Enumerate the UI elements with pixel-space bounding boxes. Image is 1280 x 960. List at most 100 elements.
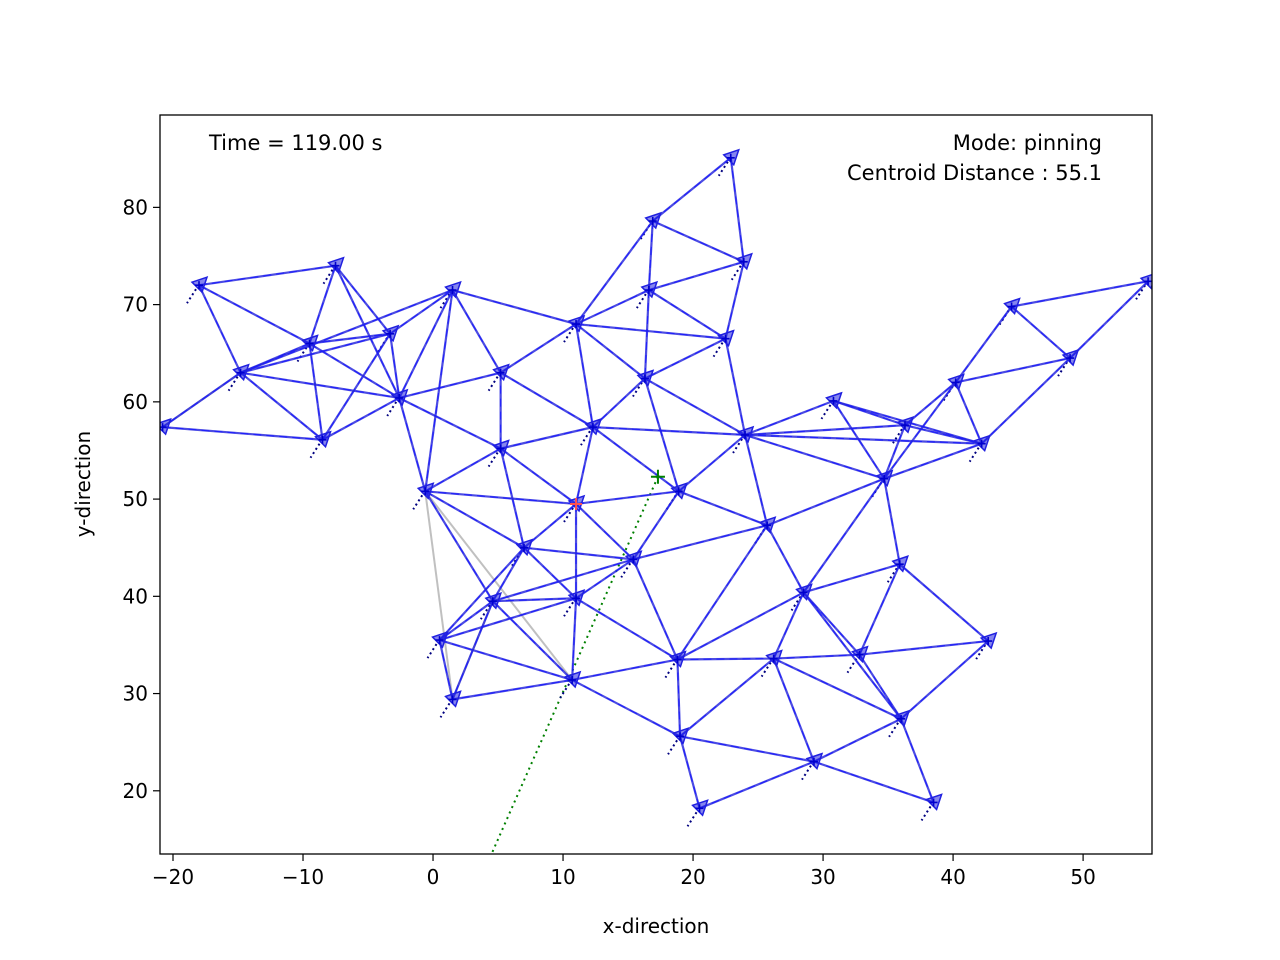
network-edge-dash xyxy=(439,547,525,641)
agent-center xyxy=(763,521,772,530)
agent-center xyxy=(435,636,444,645)
network-edge-dash xyxy=(899,563,989,642)
network-edge-dash xyxy=(424,289,454,492)
network-edge-dash xyxy=(439,639,573,681)
agent-center xyxy=(726,153,735,162)
agent-center xyxy=(195,281,204,290)
agent-center xyxy=(572,320,581,329)
network-edge-dash xyxy=(492,597,577,602)
agent-center xyxy=(984,637,993,646)
network-edge-dash xyxy=(955,382,983,444)
network-edge-dash xyxy=(424,490,525,549)
network-edge-dash xyxy=(883,425,906,479)
network-edge-dash xyxy=(981,357,1071,445)
network-edge-dash xyxy=(644,338,726,379)
network-edge-dash xyxy=(492,558,634,602)
agent-center xyxy=(520,543,529,552)
x-tick-label: 20 xyxy=(680,865,705,889)
network-edge-dash xyxy=(744,434,768,526)
network-edge-dash xyxy=(240,289,453,374)
agent-center xyxy=(674,487,683,496)
network-edge-dash xyxy=(652,220,744,263)
x-tick-label: 0 xyxy=(427,865,440,889)
agent-center xyxy=(421,487,430,496)
network-edge-dash xyxy=(572,659,678,681)
agent-center xyxy=(676,732,685,741)
agent-center xyxy=(488,597,497,606)
network-edge-dash xyxy=(744,434,885,480)
network-edge xyxy=(676,659,682,737)
agent-center xyxy=(673,655,682,664)
network-edge-dash xyxy=(452,289,502,373)
network-edge-dash xyxy=(773,658,902,720)
network-edge-dash xyxy=(439,600,494,641)
agent-center xyxy=(695,804,704,813)
network-edge-dash xyxy=(678,434,746,492)
network-edge-dash xyxy=(492,547,525,602)
network-edge-dash xyxy=(632,491,680,560)
x-axis-label: x-direction xyxy=(603,914,710,938)
network-edge-dash xyxy=(725,261,745,339)
axes-frame xyxy=(159,114,1153,855)
agent-center xyxy=(951,378,960,387)
agent-center xyxy=(769,654,778,663)
x-tick-label: 30 xyxy=(810,865,835,889)
network-edge-dash xyxy=(500,426,594,450)
network-edge-dash xyxy=(162,426,323,441)
network-edge-dash xyxy=(813,718,902,763)
network-edge-dash xyxy=(679,658,774,737)
y-tick-label: 40 xyxy=(123,584,148,608)
agent-center xyxy=(1144,277,1152,286)
mode-annotation: Mode: pinning xyxy=(953,131,1102,155)
network-edge-dash xyxy=(575,490,679,505)
network-edge-dash xyxy=(745,434,982,445)
network-edge-dash xyxy=(452,289,577,325)
agent-center xyxy=(977,439,986,448)
network-edge-dash xyxy=(399,397,501,449)
network-edge xyxy=(425,490,577,506)
network-edge-dash xyxy=(773,654,860,660)
network-edge-dash xyxy=(648,220,654,291)
network-edge xyxy=(389,289,454,335)
agent-center xyxy=(799,588,808,597)
y-tick-label: 70 xyxy=(123,293,148,317)
agent-center xyxy=(721,334,730,343)
target-path xyxy=(490,476,659,854)
network-edge-dash xyxy=(500,448,525,548)
network-edge-dash xyxy=(575,597,678,660)
agent-center xyxy=(305,339,314,348)
network-edge-dash xyxy=(648,289,726,340)
plot-area xyxy=(160,148,1152,854)
network-edge-dash xyxy=(773,658,815,762)
network-edge-dash xyxy=(198,284,242,373)
network-edge-dash xyxy=(575,323,594,428)
network-edge-dash xyxy=(699,761,815,809)
network-edge-dash xyxy=(575,558,634,599)
network-edge-dash xyxy=(575,323,646,379)
network-edge-dash xyxy=(900,640,989,720)
x-tick-label: 40 xyxy=(940,865,965,889)
network-edge-dash xyxy=(309,343,400,399)
time-annotation: Time = 119.00 s xyxy=(208,131,382,155)
network-edge-dash xyxy=(648,261,744,291)
network-edge-dash xyxy=(309,265,336,344)
network-edge-dash xyxy=(744,400,834,436)
network-edge-dash xyxy=(500,323,577,374)
network-edge-dash xyxy=(571,679,681,737)
network-edge xyxy=(766,524,805,593)
network-edge xyxy=(575,322,726,340)
agent-center xyxy=(648,216,657,225)
agent-center xyxy=(236,368,245,377)
network-edge-dash xyxy=(677,525,768,660)
network-edge-dash xyxy=(1011,280,1149,308)
network-edge-dash xyxy=(644,290,650,379)
network-edge-dash xyxy=(335,265,391,335)
network-edge-dash xyxy=(240,372,400,399)
network-edge-dash xyxy=(523,503,577,549)
agent-center xyxy=(741,430,750,439)
y-tick-label: 20 xyxy=(123,779,148,803)
agent-center xyxy=(644,286,653,295)
y-tick-label: 80 xyxy=(123,195,148,219)
network-edge-dash xyxy=(523,547,634,560)
